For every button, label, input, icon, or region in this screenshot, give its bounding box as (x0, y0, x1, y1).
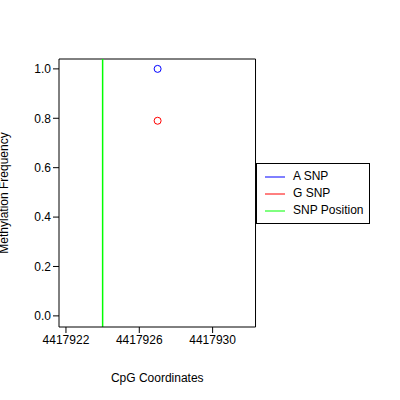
svg-text:0.8: 0.8 (34, 112, 51, 126)
html-text:SNP Position: SNP Position (293, 203, 364, 217)
svg-text:4417930: 4417930 (189, 333, 236, 347)
svg-text:Methylation Frequency: Methylation Frequency (8, 132, 11, 253)
svg-text:0.2: 0.2 (34, 260, 51, 274)
html-text:G SNP: G SNP (293, 186, 331, 200)
svg-text:0.6: 0.6 (34, 161, 51, 175)
svg-text:0.4: 0.4 (34, 210, 51, 224)
svg-text:4417922: 4417922 (43, 333, 90, 347)
svg-text:CpG Coordinates: CpG Coordinates (111, 371, 204, 385)
svg-text:0.0: 0.0 (34, 309, 51, 323)
svg-text:4417926: 4417926 (116, 333, 163, 347)
svg-text:1.0: 1.0 (34, 62, 51, 76)
html-text:A SNP: A SNP (293, 169, 329, 183)
